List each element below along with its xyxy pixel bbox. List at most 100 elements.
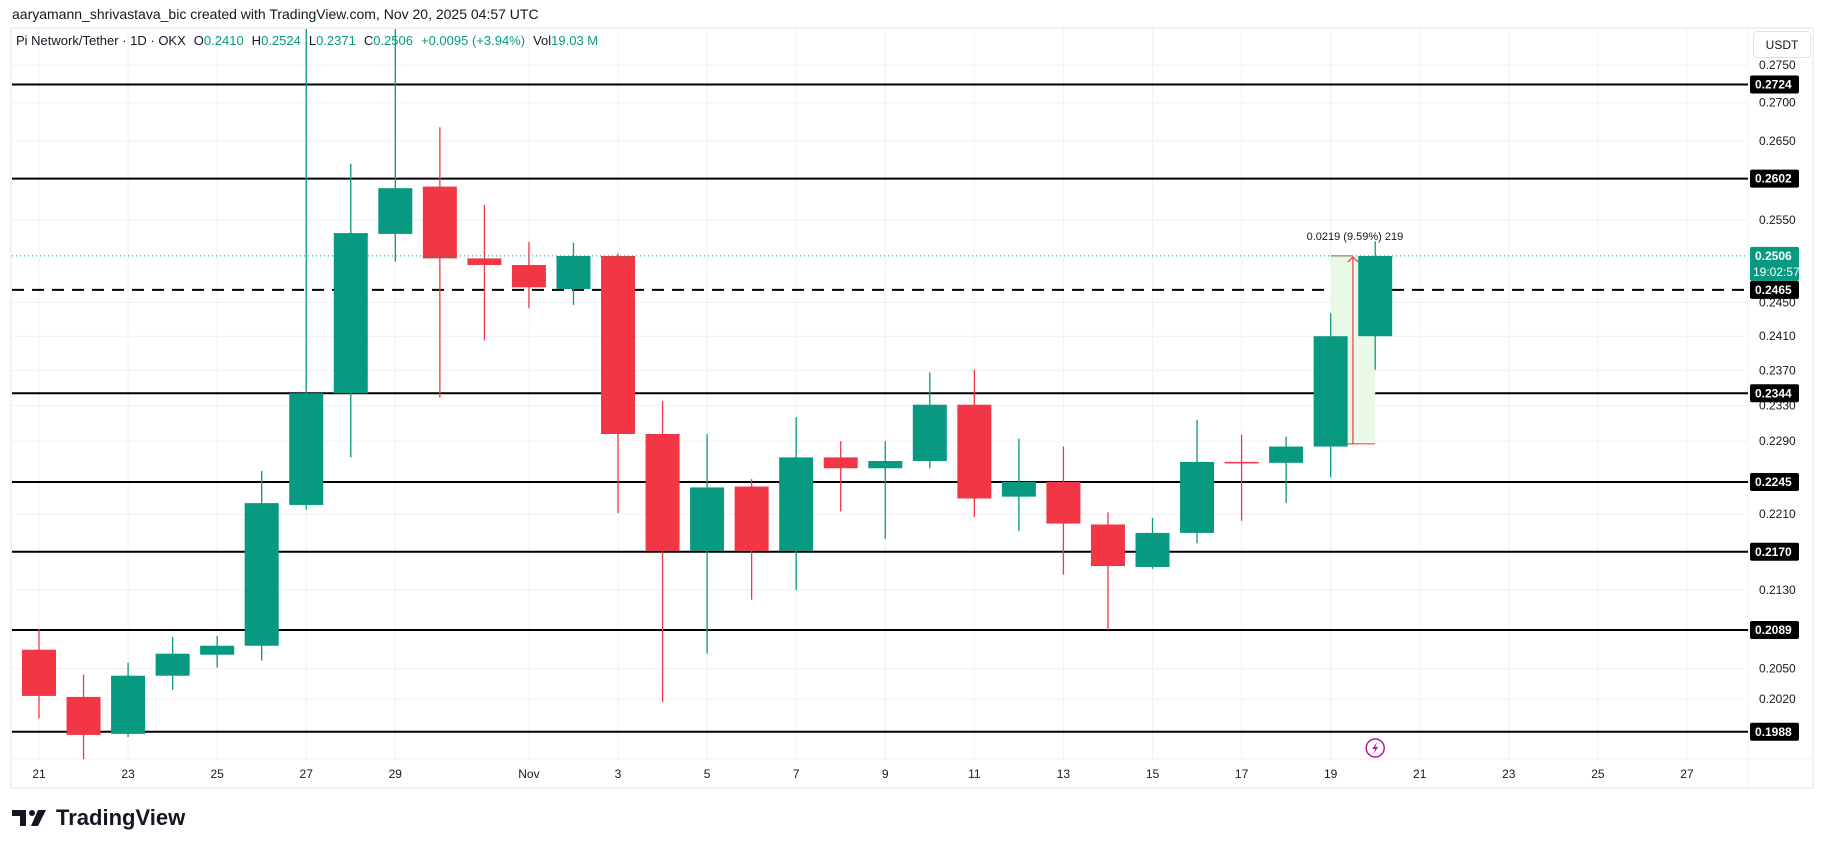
open-label: O [193,33,204,48]
candle-body-down [66,696,101,735]
price-tick-label: 0.2210 [1759,507,1796,521]
price-tick-label: 0.2020 [1759,692,1796,706]
candle-body-up [333,233,368,394]
price-tick-label: 0.2700 [1759,96,1796,110]
candle-body-up [1269,446,1304,463]
time-tick-label: 25 [1591,767,1605,781]
candle-body-up [200,645,235,655]
candle-body-down [734,486,769,551]
time-tick-label: 5 [704,767,711,781]
close-value: 0.2506 [373,33,413,48]
symbol-name[interactable]: Pi Network/Tether · 1D · OKX [16,33,186,48]
candle-body-down [1046,481,1081,524]
candle-body-down [957,404,992,499]
time-tick-label: 17 [1235,767,1249,781]
symbol-legend: Pi Network/Tether · 1D · OKX O0.2410 H0.25… [16,33,598,48]
time-tick-label: 9 [882,767,889,781]
high-label: H [251,33,262,48]
level-price-tag [1750,722,1799,741]
candle-body-up [378,188,413,234]
candle-body-down [645,433,680,551]
currency-button[interactable]: USDT [1753,31,1811,58]
level-price-label: 0.2089 [1755,623,1792,637]
time-tick-label: 7 [793,767,800,781]
candle-body-up [1001,481,1036,497]
measure-arrow-head [1347,256,1359,263]
chart-attribution: aaryamann_shrivastava_bic created with T… [12,6,539,22]
level-price-tag [1750,620,1799,639]
candle-body-down [22,649,56,696]
time-tick-label: 29 [389,767,403,781]
time-tick-label: 27 [1680,767,1694,781]
candle-body-up [912,404,947,462]
low-label: L [308,33,317,48]
tradingview-logo: TradingView [12,805,185,831]
candle-body-down [1090,524,1125,567]
candle-body-down [422,186,457,259]
price-tick-label: 0.2450 [1759,295,1796,309]
chart-frame [10,27,1814,789]
candle-body-up [1135,532,1170,567]
level-price-tag [1750,384,1799,403]
time-tick-label: 27 [300,767,314,781]
candle-body-down [823,457,858,469]
candle-body-down [467,258,502,265]
level-price-tag [1750,472,1799,491]
level-price-label: 0.1988 [1755,725,1792,739]
grid [12,29,1812,787]
tradingview-logo-icon [12,810,46,826]
high-value: 0.2524 [261,33,301,48]
lightning-icon [1372,742,1379,754]
time-axis[interactable]: 21 23 25 27 29 Nov 3 5 7 9 11 13 15 17 19 21 23 25 27 [32,767,1694,781]
price-tick-label: 0.2050 [1759,662,1796,676]
last-price-tag [1750,246,1799,281]
price-tick-label: 0.2370 [1759,364,1796,378]
price-tick-label: 0.2750 [1759,58,1796,72]
time-tick-label: 23 [121,767,135,781]
candle-body-up [1313,336,1348,447]
time-tick-label: 25 [210,767,224,781]
time-tick-label: 21 [32,767,46,781]
level-price-label: 0.2245 [1755,475,1792,489]
candle-body-down [601,255,636,434]
price-tick-label: 0.2290 [1759,434,1796,448]
price-tick-label: 0.2550 [1759,213,1796,227]
candle-body-up [155,653,190,676]
level-price-label: 0.2465 [1755,283,1792,297]
measure-label: 0.0219 (9.59%) 219 [1307,231,1404,243]
candle-body-up [244,503,279,646]
candles [22,29,1393,759]
candle-body-up [868,461,903,469]
level-price-label: 0.2344 [1755,386,1792,400]
change-value: +0.0095 (+3.94%) [420,33,526,48]
level-price-tag [1750,542,1799,561]
candle-body-up [690,487,725,551]
candle-body-up [111,675,146,734]
candle-body-up [1180,461,1215,533]
candle-body-down [511,264,546,288]
time-tick-label: 3 [615,767,622,781]
level-price-label: 0.2602 [1755,172,1792,186]
level-price-tag [1750,280,1799,299]
last-price-label: 0.2506 [1755,249,1792,263]
time-tick-label: 19 [1324,767,1338,781]
time-tick-label: 21 [1413,767,1427,781]
level-price-tag [1750,75,1799,94]
candle-body-down [1224,461,1259,464]
open-value: 0.2410 [203,33,244,48]
marker [1365,738,1385,758]
level-price-label: 0.2170 [1755,545,1792,559]
volume-value: 19.03 M [551,33,599,48]
time-tick-label: 15 [1146,767,1160,781]
price-axis[interactable]: 0.2750 0.2700 0.2650 0.2550 0.2450 0.2410 0.23… [1750,58,1800,741]
level-price-label: 0.2724 [1755,78,1792,92]
price-tick-label: 0.2650 [1759,134,1796,148]
level-price-tag [1750,169,1799,188]
low-value: 0.2371 [316,33,356,48]
candle-body-up [289,393,324,505]
candle-body-up [556,255,591,290]
logo-text: TradingView [56,805,186,830]
time-tick-label: 23 [1502,767,1516,781]
bar-countdown-label: 19:02:57 [1753,265,1800,279]
